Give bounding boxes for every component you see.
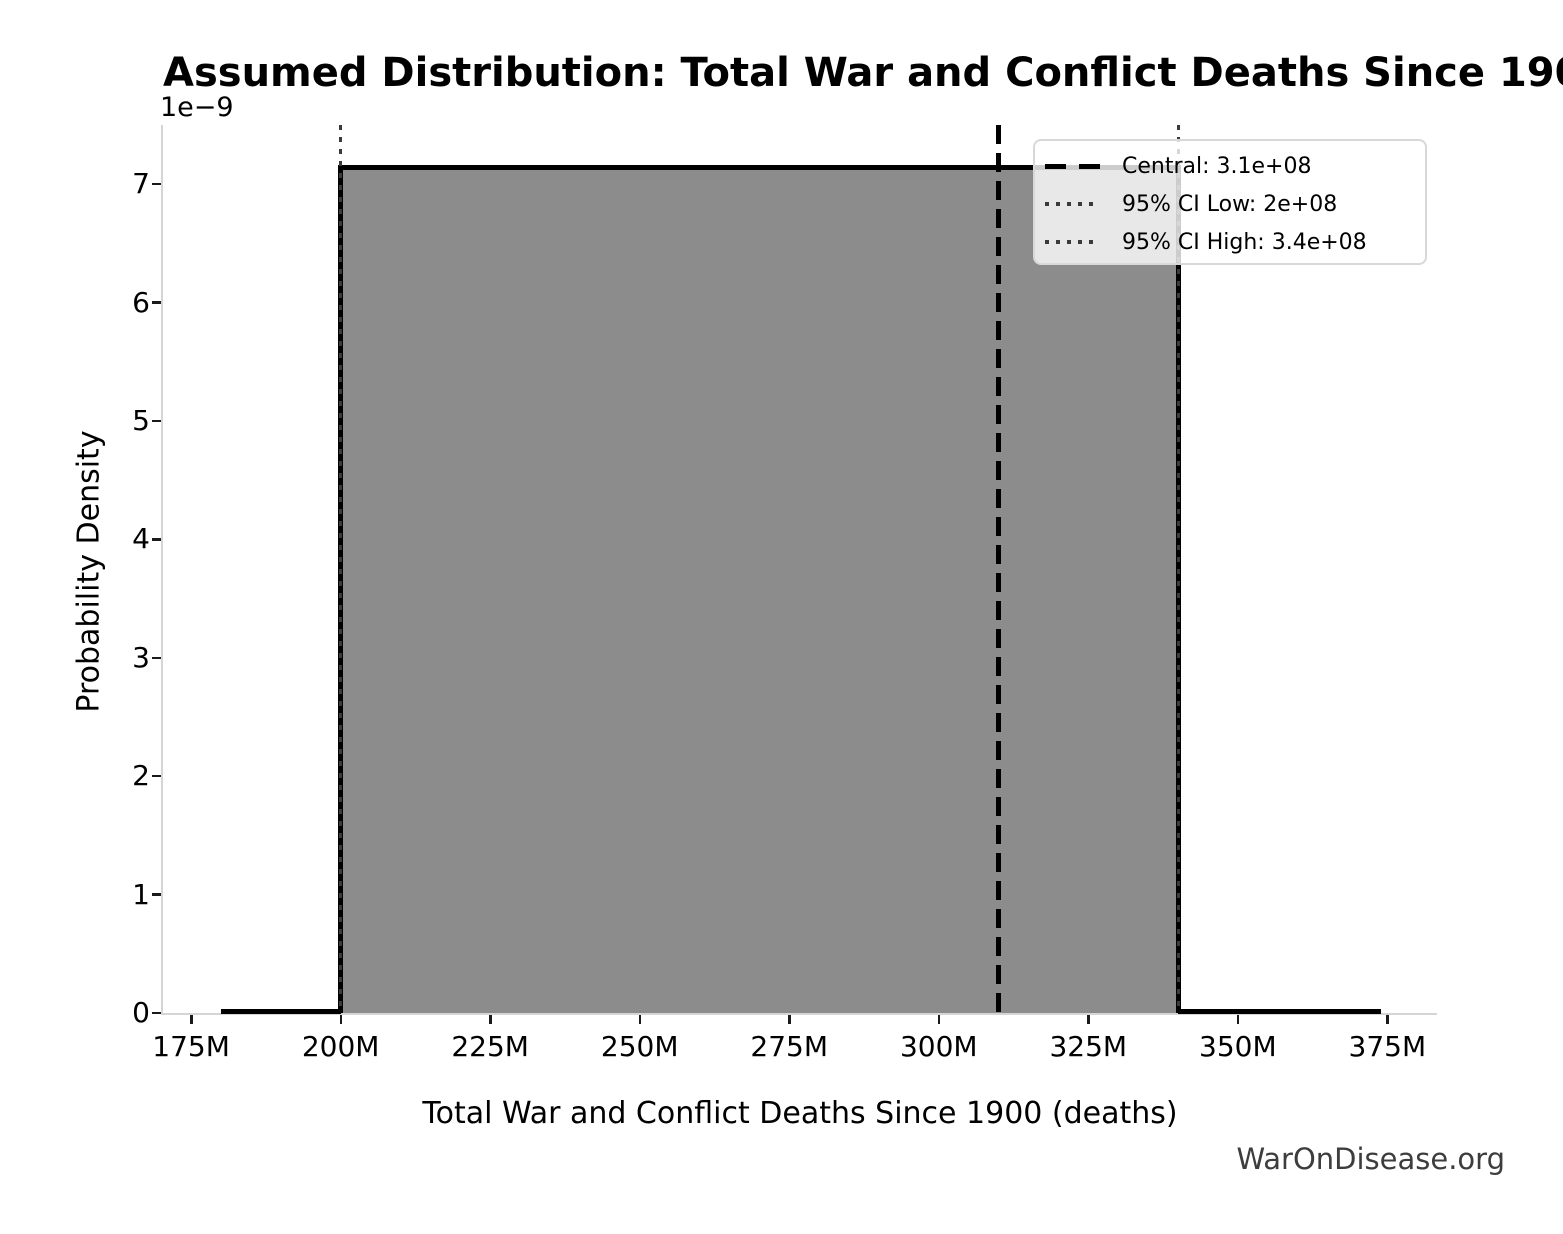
x-tick-mark [190,1015,193,1024]
y-tick-label: 3 [132,640,150,674]
y-tick-label: 4 [132,522,150,556]
x-tick-label: 275M [750,1030,829,1063]
legend-entry: Central: 3.1e+08 [1045,147,1415,185]
legend-entry: 95% CI Low: 2e+08 [1045,185,1415,223]
x-axis-label: Total War and Conflict Deaths Since 1900… [422,1096,1178,1131]
y-tick-mark [152,182,161,186]
y-tick-mark [152,774,161,778]
y-tick-mark [152,893,161,896]
x-tick-label: 300M [899,1030,978,1063]
pdf-zero-segment-right [1178,1009,1382,1014]
y-tick-label: 5 [132,404,150,437]
y-tick-label: 7 [132,167,150,201]
y-axis-spine [161,125,163,1015]
y-tick-label: 2 [132,759,150,793]
dotted-line-sample [1045,240,1100,244]
y-tick-label: 1 [132,877,150,911]
y-tick-label: 6 [132,285,150,319]
x-tick-mark [788,1015,791,1024]
x-tick-mark [1236,1015,1240,1024]
central-line [996,125,1002,1013]
uniform-distribution-area [338,164,1181,1013]
x-tick-label: 175M [152,1030,230,1063]
x-tick-label: 350M [1199,1030,1277,1063]
x-axis-spine [161,1013,1437,1015]
x-tick-mark [1087,1015,1090,1024]
y-tick-mark [152,419,161,423]
legend-entry-label: 95% CI High: 3.4e+08 [1122,229,1367,255]
pdf-zero-segment-left [221,1009,341,1014]
chart-title: Assumed Distribution: Total War and Conf… [163,50,1563,96]
y-axis-label: Probability Density [71,430,107,713]
y-tick-mark [152,656,161,660]
ci-high-line [1176,125,1180,1013]
x-tick-mark [638,1015,642,1024]
x-tick-label: 250M [600,1030,679,1063]
ci-low-line [339,125,343,1013]
watermark: WarOnDisease.org [1236,1142,1505,1176]
y-tick-mark [152,1011,161,1015]
legend-entry-label: 95% CI Low: 2e+08 [1122,191,1338,217]
x-tick-mark [339,1015,343,1024]
x-tick-mark [937,1015,941,1024]
legend-entry-label: Central: 3.1e+08 [1122,153,1312,179]
x-tick-mark [489,1015,492,1024]
y-tick-label: 0 [132,996,150,1029]
legend-entry: 95% CI High: 3.4e+08 [1045,223,1415,261]
dashed-line-sample [1045,163,1100,169]
dotted-line-sample [1045,202,1100,206]
x-tick-label: 375M [1348,1030,1427,1063]
x-tick-label: 200M [301,1030,380,1063]
legend: Central: 3.1e+08 95% CI Low: 2e+08 95% CI … [1033,139,1427,265]
y-tick-mark [152,538,161,541]
x-tick-label: 325M [1049,1030,1128,1063]
y-tick-mark [152,301,161,304]
x-tick-label: 225M [451,1030,529,1063]
y-axis-scale-offset: 1e−9 [160,92,234,123]
x-tick-mark [1386,1015,1389,1024]
